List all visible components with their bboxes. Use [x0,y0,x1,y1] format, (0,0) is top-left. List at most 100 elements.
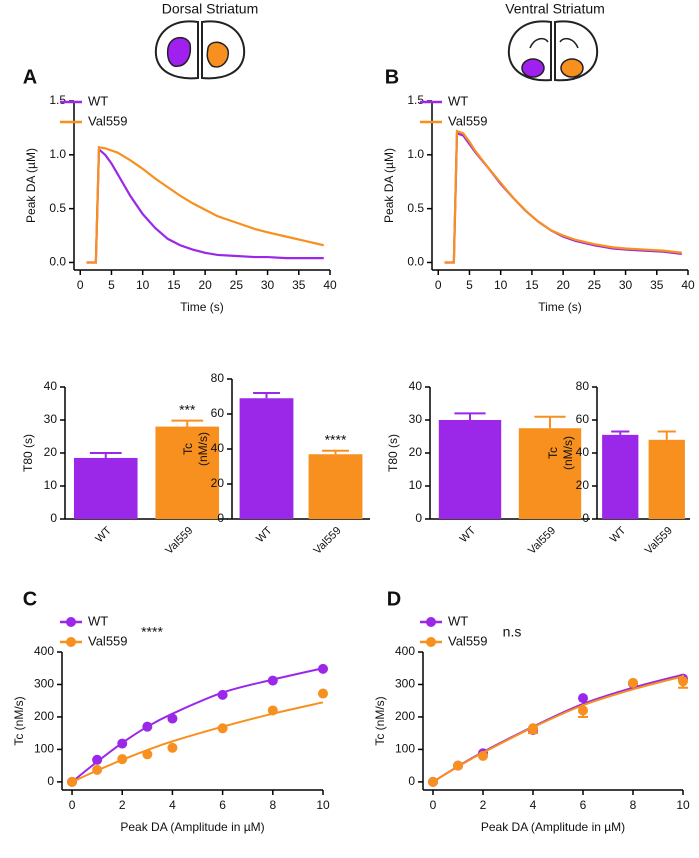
error-bar [322,449,349,455]
y-tick-label: 20 [211,476,225,490]
x-tick-label: 25 [588,278,602,292]
y-tick-label: 300 [395,677,415,691]
data-point [217,723,228,734]
legend-marker [66,637,76,647]
y-tick-label: 400 [34,644,54,658]
data-point [142,721,153,732]
significance: **** [141,624,163,640]
x-tick-label: 10 [136,278,150,292]
legend-label: Val559 [448,633,488,648]
data-point [167,742,178,753]
legend-label: WT [448,613,468,628]
data-point [67,776,78,787]
x-tick-label: 5 [108,278,115,292]
x-tick-label: Val559 [312,525,344,557]
data-point [267,675,278,686]
x-axis-label: Time (s) [538,300,582,314]
x-tick-label: 35 [650,278,664,292]
y-tick-label: 30 [409,412,423,426]
x-axis-label: Time (s) [180,300,224,314]
error-bar [253,392,280,399]
legend-label: Val559 [88,633,128,648]
y-tick-label: 0.5 [407,201,424,215]
bar [308,454,363,519]
error-bar [171,419,204,427]
y-tick-label: 0.0 [49,255,66,269]
fit-curve [71,701,324,783]
x-tick-label: Val559 [526,525,558,557]
error-bar [534,415,566,429]
y-tick-label: 1.5 [49,93,66,107]
y-tick-label: 20 [44,445,58,459]
y-tick-label: 0 [217,511,224,525]
ventral-brain-icon [507,20,599,82]
panel-label: D [387,588,401,610]
error-bar [454,412,486,420]
x-tick-label: WT [254,524,275,545]
y-axis-label: Tc [546,447,560,459]
chart-title: Dorsal Striatum [162,1,258,17]
data-point [318,663,328,674]
y-tick-label: 60 [211,406,225,420]
y-axis-label: (nM/s) [196,432,210,466]
y-tick-label: 1.0 [49,147,66,161]
x-tick-label: 0 [435,278,442,292]
legend-label: WT [88,613,108,628]
y-tick-label: 30 [44,412,58,426]
panel-label: B [385,66,399,88]
y-tick-label: 0.5 [49,201,66,215]
y-tick-label: 10 [409,478,423,492]
data-point [428,776,438,787]
bar [155,426,220,519]
significance: **** [325,431,347,447]
y-tick-label: 100 [395,742,415,756]
x-tick-label: 35 [292,278,306,292]
bar [518,428,582,519]
x-tick-label: 6 [580,798,587,812]
data-line [86,145,325,264]
data-line [444,129,682,264]
error-bar [611,430,630,435]
legend-label: Val559 [88,113,128,128]
x-axis-label: Peak DA (Amplitude in µM) [120,820,264,834]
x-tick-label: 40 [681,278,695,292]
x-tick-label: 0 [430,798,437,812]
y-axis-label: Tc (nM/s) [373,696,387,745]
y-tick-label: 0 [582,511,589,525]
significance: *** [179,401,196,417]
y-tick-label: 0.0 [407,255,424,269]
data-point [478,750,488,761]
bar [602,434,639,519]
y-axis-label: (nM/s) [561,436,575,470]
legend-marker [426,617,436,627]
y-tick-label: 40 [409,379,423,393]
y-tick-label: 80 [576,379,590,393]
y-tick-label: 1.5 [407,93,424,107]
y-tick-label: 80 [211,371,225,385]
y-tick-label: 10 [44,478,58,492]
y-tick-label: 0 [408,774,415,788]
data-point [217,689,228,700]
x-tick-label: 0 [77,278,84,292]
error-bar [657,430,676,440]
bar [73,457,138,519]
significance: n.s [503,624,522,640]
data-point [628,677,638,688]
y-tick-label: 40 [576,445,590,459]
chart-title: Ventral Striatum [505,1,605,17]
x-tick-label: 6 [219,798,226,812]
y-axis-label: Tc (nM/s) [12,696,26,745]
x-tick-label: 2 [480,798,487,812]
fit-curve [432,675,684,783]
x-tick-label: 30 [619,278,633,292]
x-tick-label: 15 [525,278,539,292]
data-point [92,754,103,765]
x-tick-label: 8 [630,798,637,812]
x-tick-label: 0 [69,798,76,812]
x-tick-label: WT [458,524,479,545]
x-tick-label: 8 [269,798,276,812]
fit-curve [432,673,684,783]
y-tick-label: 20 [576,478,590,492]
y-tick-label: 300 [34,677,54,691]
